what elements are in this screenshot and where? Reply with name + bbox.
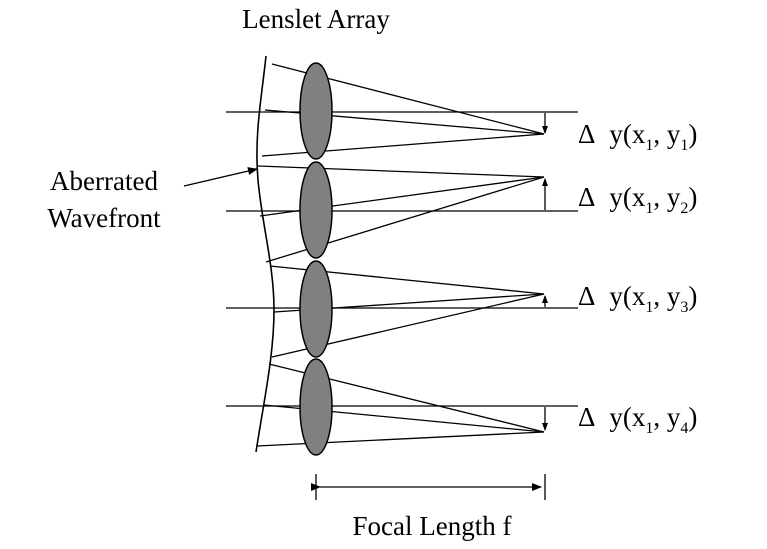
focal-length-dimension xyxy=(311,474,546,500)
ray-group-3 xyxy=(226,265,578,358)
lenslet-array-title: Lenslet Array xyxy=(242,4,390,34)
wavefront-label-line2: Wavefront xyxy=(47,203,161,233)
ray-group-4 xyxy=(226,363,578,447)
lenslet-4 xyxy=(299,358,333,456)
wavefront-label-line1: Aberrated xyxy=(50,166,158,196)
ray-group-1 xyxy=(226,63,578,157)
lenslet-1 xyxy=(299,62,333,160)
delta-symbol: Δ xyxy=(578,182,595,212)
lenslet-3 xyxy=(299,260,333,358)
delta-symbol: Δ xyxy=(578,281,595,311)
wavefront-pointer-arrow xyxy=(183,167,258,187)
ray-group-2 xyxy=(226,165,578,263)
focal-length-label: Focal Length f xyxy=(353,511,512,541)
delta-symbol: Δ xyxy=(578,119,595,149)
aberrated-wavefront xyxy=(255,55,275,453)
delta-symbol: Δ xyxy=(578,402,595,432)
lenslet-2 xyxy=(299,161,333,259)
